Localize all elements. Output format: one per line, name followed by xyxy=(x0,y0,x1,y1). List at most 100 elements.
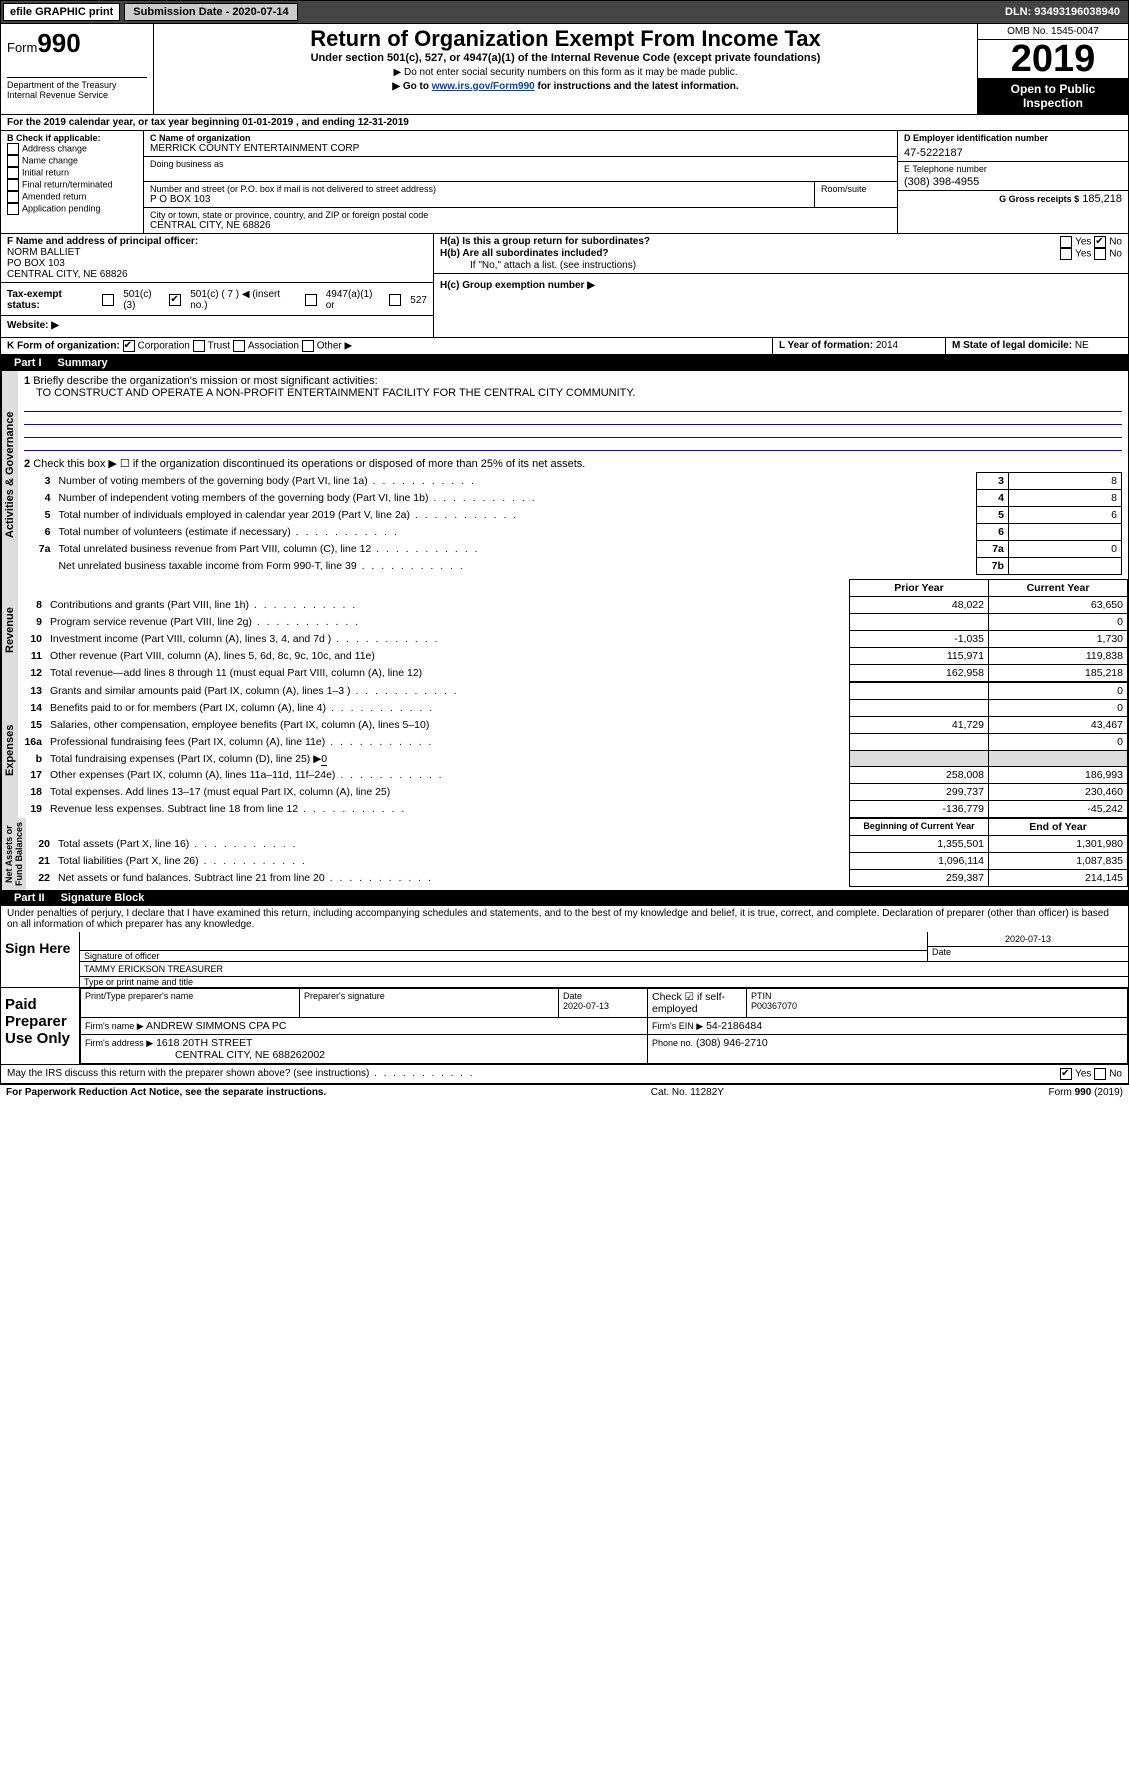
tax-year: 2019 xyxy=(978,40,1128,78)
signer-name: TAMMY ERICKSON TREASURER xyxy=(80,961,1128,977)
side-actgov: Activities & Governance xyxy=(1,371,18,579)
line21: Total liabilities (Part X, line 26) xyxy=(54,853,850,870)
chk-name[interactable]: Name change xyxy=(7,155,137,167)
val7a: 0 xyxy=(1008,541,1121,558)
activities-governance: Activities & Governance 1 Briefly descri… xyxy=(0,371,1129,579)
part-i-header: Part ISummary xyxy=(0,355,1129,371)
dept-label: Department of the Treasury xyxy=(7,80,147,90)
domicile: NE xyxy=(1075,340,1089,351)
line13: Grants and similar amounts paid (Part IX… xyxy=(46,683,850,700)
firm-addr2: CENTRAL CITY, NE 688262002 xyxy=(85,1049,325,1061)
ha-yes[interactable] xyxy=(1060,236,1072,248)
submission-date-button[interactable]: Submission Date - 2020-07-14 xyxy=(124,3,297,21)
line22: Net assets or fund balances. Subtract li… xyxy=(54,870,850,887)
hc-label: H(c) Group exemption number ▶ xyxy=(440,276,1122,295)
sign-here-label: Sign Here xyxy=(1,932,79,987)
firm-addr1: 1618 20TH STREET xyxy=(156,1037,252,1049)
paid-preparer-label: Paid Preparer Use Only xyxy=(1,988,79,1064)
chk-trust[interactable] xyxy=(193,340,205,352)
room-label: Room/suite xyxy=(815,182,897,207)
chk-final[interactable]: Final return/terminated xyxy=(7,179,137,191)
ha-label: H(a) Is this a group return for subordin… xyxy=(440,236,650,248)
line11: Other revenue (Part VIII, column (A), li… xyxy=(46,648,850,665)
b-label: B Check if applicable: xyxy=(7,133,137,143)
k-label: K Form of organization: xyxy=(7,341,120,352)
dba-label: Doing business as xyxy=(150,159,891,169)
chk-other[interactable] xyxy=(302,340,314,352)
subtitle-1: Under section 501(c), 527, or 4947(a)(1)… xyxy=(162,52,969,64)
line9: Program service revenue (Part VIII, line… xyxy=(46,614,850,631)
officer-name: NORM BALLIET xyxy=(7,247,427,258)
chk-corp[interactable] xyxy=(123,340,135,352)
line7a: Total unrelated business revenue from Pa… xyxy=(54,541,976,558)
form-number: Form990 xyxy=(7,28,147,59)
firm-ein: 54-2186484 xyxy=(706,1020,762,1032)
paid-preparer-block: Paid Preparer Use Only Print/Type prepar… xyxy=(0,988,1129,1065)
discuss-yes[interactable] xyxy=(1060,1068,1072,1080)
cat-no: Cat. No. 11282Y xyxy=(651,1087,724,1098)
dln-label: DLN: 93493196038940 xyxy=(1005,6,1126,18)
val4: 8 xyxy=(1008,490,1121,507)
firm-phone: (308) 946-2710 xyxy=(696,1037,768,1049)
side-expenses: Expenses xyxy=(1,682,18,818)
discuss-no[interactable] xyxy=(1094,1068,1106,1080)
hb-no[interactable] xyxy=(1094,248,1106,260)
signature-label: Signature of officer xyxy=(80,951,927,961)
val7b xyxy=(1008,558,1121,575)
chk-assoc[interactable] xyxy=(233,340,245,352)
chk-501c3[interactable] xyxy=(102,294,114,306)
discuss-row: May the IRS discuss this return with the… xyxy=(0,1065,1129,1084)
chk-4947[interactable] xyxy=(305,294,317,306)
netassets-section: Net Assets orFund Balances Beginning of … xyxy=(0,818,1129,890)
i-label: Tax-exempt status: xyxy=(7,289,96,311)
irs-link[interactable]: www.irs.gov/Form990 xyxy=(432,81,535,92)
ha-no[interactable] xyxy=(1094,236,1106,248)
discuss-question: May the IRS discuss this return with the… xyxy=(7,1068,475,1080)
eoy-hdr: End of Year xyxy=(989,819,1128,836)
line19: Revenue less expenses. Subtract line 18 … xyxy=(46,801,850,818)
hb-yes[interactable] xyxy=(1060,248,1072,260)
addr-label: Number and street (or P.O. box if mail i… xyxy=(150,184,808,194)
line16b: Total fundraising expenses (Part IX, col… xyxy=(46,751,850,767)
efile-label: efile GRAPHIC print xyxy=(3,3,120,21)
val3: 8 xyxy=(1008,473,1121,490)
current-year-hdr: Current Year xyxy=(989,580,1128,597)
city-label: City or town, state or province, country… xyxy=(150,210,891,220)
f-label: F Name and address of principal officer: xyxy=(7,236,427,247)
line4: Number of independent voting members of … xyxy=(54,490,976,507)
print-name-label: Type or print name and title xyxy=(80,977,1128,987)
line18: Total expenses. Add lines 13–17 (must eq… xyxy=(46,784,850,801)
j-label: Website: ▶ xyxy=(7,316,427,335)
declaration: Under penalties of perjury, I declare th… xyxy=(0,906,1129,932)
chk-527[interactable] xyxy=(389,294,401,306)
prior-year-hdr: Prior Year xyxy=(850,580,989,597)
subtitle-2: ▶ Do not enter social security numbers o… xyxy=(162,67,969,78)
sections-klm: K Form of organization: Corporation Trus… xyxy=(0,338,1129,355)
chk-address[interactable]: Address change xyxy=(7,143,137,155)
d-label: D Employer identification number xyxy=(904,133,1122,143)
sign-date: 2020-07-13 xyxy=(928,932,1128,947)
line3: Number of voting members of the governin… xyxy=(54,473,976,490)
chk-amended[interactable]: Amended return xyxy=(7,191,137,203)
pra-notice: For Paperwork Reduction Act Notice, see … xyxy=(6,1087,326,1098)
hb-label: H(b) Are all subordinates included? xyxy=(440,248,609,260)
form-header: Form990 Department of the Treasury Inter… xyxy=(0,24,1129,115)
chk-pending[interactable]: Application pending xyxy=(7,203,137,215)
officer-addr1: PO BOX 103 xyxy=(7,258,427,269)
chk-initial[interactable]: Initial return xyxy=(7,167,137,179)
line14: Benefits paid to or for members (Part IX… xyxy=(46,700,850,717)
l-label: L Year of formation: xyxy=(779,340,873,351)
hb-note: If "No," attach a list. (see instruction… xyxy=(440,260,1122,271)
val5: 6 xyxy=(1008,507,1121,524)
part-ii-header: Part IISignature Block xyxy=(0,890,1129,906)
g-label: G Gross receipts $ xyxy=(999,194,1079,204)
line17: Other expenses (Part IX, column (A), lin… xyxy=(46,767,850,784)
e-label: E Telephone number xyxy=(904,164,1122,174)
date-label: Date xyxy=(928,947,1128,957)
expenses-section: Expenses 13Grants and similar amounts pa… xyxy=(0,682,1129,818)
gross-receipts: 185,218 xyxy=(1082,193,1122,205)
sections-fhij: F Name and address of principal officer:… xyxy=(0,234,1129,338)
chk-501c[interactable] xyxy=(169,294,181,306)
val6 xyxy=(1008,524,1121,541)
line10: Investment income (Part VIII, column (A)… xyxy=(46,631,850,648)
